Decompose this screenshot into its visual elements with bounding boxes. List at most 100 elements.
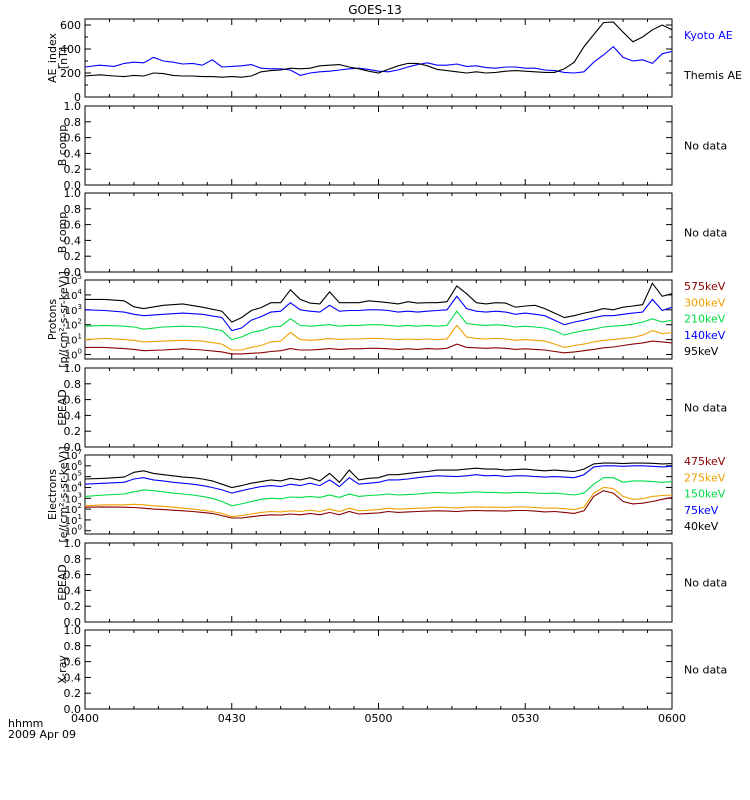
y-tick-label: 0.8 — [64, 640, 82, 653]
y-tick-label: 0.0 — [64, 703, 82, 716]
y-tick-label: 0.6 — [64, 132, 82, 145]
y-tick-label: 100 — [65, 524, 82, 538]
y-tick-label: 0.2 — [64, 687, 82, 700]
y-tick-label: 1.0 — [64, 362, 82, 375]
y-tick-label: 0.4 — [64, 147, 82, 160]
y-axis-label: EPEAD — [56, 389, 69, 426]
y-tick-label: 106 — [65, 459, 83, 473]
legend-entry: 300keV — [684, 296, 726, 309]
y-tick-label: 0.0 — [64, 616, 82, 629]
y-tick-label: 102 — [65, 502, 82, 516]
y-tick-label: 0.8 — [64, 553, 82, 566]
y-axis-label: AE_index — [46, 32, 59, 83]
panel-frame — [84, 192, 673, 273]
y-tick-label: 0.6 — [64, 569, 82, 582]
series-line-140kev — [84, 295, 673, 332]
x-tick-label: 0430 — [218, 712, 246, 725]
x-tick-label: 0530 — [511, 712, 539, 725]
panel-frame — [84, 279, 673, 360]
time-axis: 0400 0430 0500 0530 0600 — [71, 712, 686, 725]
legend-entry: No data — [684, 402, 727, 415]
legend-entry: No data — [684, 227, 727, 240]
time-axis-date-label: 2009 Apr 09 — [8, 728, 76, 741]
panel-frame — [84, 367, 673, 448]
y-axis-label: B comp — [56, 125, 69, 167]
legend-entry: No data — [684, 577, 727, 590]
y-tick-label: 0.2 — [64, 250, 82, 263]
legend-entry: 40keV — [684, 520, 719, 533]
panel-bcomp1: 0.0 0.2 0.4 0.6 0.8 1.0 B comp No data — [56, 100, 727, 192]
y-tick-label: 105 — [65, 273, 82, 287]
y-tick-label: 0.2 — [64, 163, 82, 176]
legend-entry: No data — [684, 664, 727, 677]
series-line-275kev — [84, 486, 673, 518]
y-tick-label: 1.0 — [64, 537, 82, 550]
y-tick-label: 1.0 — [64, 187, 82, 200]
panel-epead1: 0.0 0.2 0.4 0.6 0.8 1.0 EPEAD No data — [56, 362, 727, 454]
y-tick-label: 0.6 — [64, 656, 82, 669]
y-tick-label: 1.0 — [64, 624, 82, 637]
series-line-40kev — [84, 462, 673, 489]
y-tick-label: 104 — [65, 480, 83, 494]
panel-bcomp2: 0.0 0.2 0.4 0.6 0.8 1.0 B comp No data — [56, 187, 727, 279]
y-tick-label: 0.4 — [64, 671, 82, 684]
y-axis-label: B comp — [56, 212, 69, 254]
y-axis-label: Electrons — [46, 469, 59, 520]
y-tick-label: 101 — [65, 513, 82, 527]
y-tick-label: 600 — [60, 19, 81, 32]
legend-entry: Kyoto AE — [684, 29, 733, 42]
y-tick-label: 107 — [65, 448, 82, 462]
x-tick-label: 0500 — [365, 712, 393, 725]
panel-frame — [84, 542, 673, 623]
legend-entry: 150keV — [684, 488, 726, 501]
y-tick-label: 103 — [65, 491, 82, 505]
plot-title: GOES-13 — [348, 3, 402, 17]
y-tick-label: 0.8 — [64, 116, 82, 129]
panel-frame — [84, 629, 673, 710]
series-line-150kev — [84, 477, 673, 507]
panel-xray: 0.0 0.2 0.4 0.6 0.8 1.0 X-ray No data — [56, 624, 727, 716]
series-line-300kev — [84, 324, 673, 351]
legend-entry: 210keV — [684, 313, 726, 326]
y-tick-label: 105 — [65, 470, 82, 484]
y-tick-label: 400 — [60, 43, 81, 56]
legend-entry: Themis AE — [683, 69, 742, 82]
y-tick-label: 0.0 — [64, 266, 82, 279]
y-tick-label: 0.6 — [64, 394, 82, 407]
y-axis-label: Protons — [46, 299, 59, 340]
y-tick-label: 0.6 — [64, 219, 82, 232]
legend-entry: 575keV — [684, 280, 726, 293]
legend-entry: 275keV — [684, 471, 726, 484]
y-tick-label: 0.8 — [64, 203, 82, 216]
x-tick-label: 0600 — [658, 712, 686, 725]
y-tick-label: 0.2 — [64, 425, 82, 438]
y-tick-label: 0 — [74, 91, 81, 104]
series-line-themis-ae — [84, 21, 673, 78]
y-tick-label: 100 — [65, 348, 82, 362]
legend-entry: No data — [684, 140, 727, 153]
series-line-210kev — [84, 310, 673, 341]
y-axis-label: [p/(cm²-s-sr-keV)] — [57, 271, 70, 368]
y-tick-label: 103 — [65, 303, 82, 317]
y-axis-label: [e/(cm²-s-sr-keV)] — [57, 446, 70, 542]
y-tick-label: 200 — [60, 67, 81, 80]
series-line-575kev — [85, 340, 673, 355]
y-tick-label: 104 — [65, 288, 83, 302]
panel-frame — [84, 18, 673, 98]
y-axis-label: X-ray — [56, 655, 69, 684]
time-axis-hhmm-label: hhmm — [8, 717, 43, 730]
series-line-75kev — [84, 465, 673, 494]
y-tick-label: 102 — [65, 318, 82, 332]
y-tick-label: 101 — [65, 333, 82, 347]
y-axis-label: EPEAD — [56, 564, 69, 601]
y-axis-label: [nT] — [57, 47, 70, 69]
y-tick-label: 0.0 — [64, 179, 82, 192]
y-tick-label: 0.4 — [64, 584, 82, 597]
y-tick-label: 0.4 — [64, 409, 82, 422]
legend-entry: 140keV — [684, 329, 726, 342]
